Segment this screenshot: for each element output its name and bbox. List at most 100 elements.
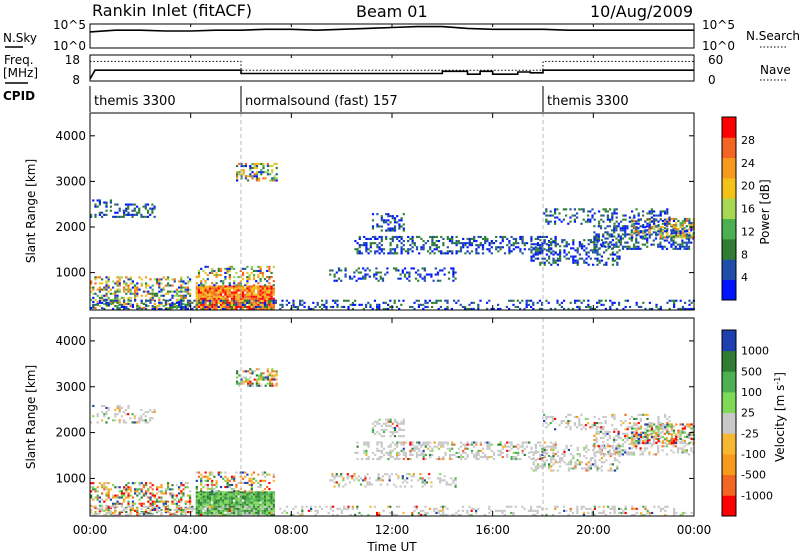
range-cell bbox=[513, 248, 515, 250]
range-cell bbox=[500, 242, 502, 244]
range-cell bbox=[205, 495, 207, 497]
range-cell bbox=[682, 230, 684, 232]
range-cell bbox=[550, 238, 552, 240]
range-cell bbox=[475, 458, 477, 460]
range-cell bbox=[319, 306, 321, 308]
range-cell bbox=[220, 304, 222, 306]
range-cell bbox=[200, 510, 202, 512]
range-cell bbox=[556, 300, 558, 302]
range-cell bbox=[319, 506, 321, 508]
range-cell bbox=[423, 442, 425, 444]
range-cell bbox=[640, 219, 642, 221]
range-cell bbox=[612, 239, 614, 241]
range-cell bbox=[385, 213, 387, 215]
range-cell bbox=[534, 510, 536, 512]
range-cell bbox=[438, 448, 440, 450]
range-cell bbox=[403, 213, 405, 215]
range-cell bbox=[620, 512, 622, 514]
range-cell bbox=[262, 474, 264, 476]
range-cell bbox=[451, 240, 453, 242]
range-cell bbox=[612, 264, 614, 266]
range-cell bbox=[604, 227, 606, 229]
range-cell bbox=[380, 272, 382, 274]
range-cell bbox=[245, 165, 247, 167]
range-cell bbox=[202, 506, 204, 508]
range-cell bbox=[345, 274, 347, 276]
range-cell bbox=[441, 479, 443, 481]
range-cell bbox=[403, 230, 405, 232]
range-cell bbox=[500, 454, 502, 456]
range-cell bbox=[491, 252, 493, 254]
range-cell bbox=[546, 446, 548, 448]
range-cell bbox=[295, 306, 297, 308]
range-cell bbox=[260, 493, 262, 495]
range-cell bbox=[218, 287, 220, 289]
range-cell bbox=[92, 304, 94, 306]
range-cell bbox=[269, 381, 271, 383]
range-cell bbox=[533, 457, 535, 459]
range-cell bbox=[138, 417, 140, 419]
range-cell bbox=[207, 306, 209, 308]
range-cell bbox=[205, 491, 207, 493]
range-cell bbox=[266, 302, 268, 304]
range-cell bbox=[116, 212, 118, 214]
range-cell bbox=[103, 501, 105, 503]
range-cell bbox=[484, 242, 486, 244]
range-cell bbox=[439, 473, 441, 475]
range-cell bbox=[574, 249, 576, 251]
range-cell bbox=[590, 465, 592, 467]
range-cell bbox=[605, 208, 607, 210]
range-cell bbox=[574, 302, 576, 304]
range-cell bbox=[396, 431, 398, 433]
range-cell bbox=[396, 425, 398, 427]
range-cell bbox=[253, 497, 255, 499]
range-cell bbox=[379, 246, 381, 248]
range-cell bbox=[451, 242, 453, 244]
range-cell bbox=[218, 290, 220, 292]
range-cell bbox=[589, 210, 591, 212]
range-cell bbox=[338, 267, 340, 269]
range-cell bbox=[583, 512, 585, 514]
range-cell bbox=[271, 177, 273, 179]
range-cell bbox=[105, 407, 107, 409]
range-cell bbox=[452, 269, 454, 271]
range-cell bbox=[425, 242, 427, 244]
range-cell bbox=[222, 280, 224, 282]
range-cell bbox=[409, 442, 411, 444]
range-cell bbox=[376, 423, 378, 425]
range-cell bbox=[222, 282, 224, 284]
range-cell bbox=[625, 508, 627, 510]
range-cell bbox=[349, 475, 351, 477]
range-cell bbox=[358, 479, 360, 481]
range-cell bbox=[97, 495, 99, 497]
range-cell bbox=[390, 250, 392, 252]
range-cell bbox=[138, 499, 140, 501]
range-cell bbox=[301, 506, 303, 508]
range-cell bbox=[246, 510, 248, 512]
range-cell bbox=[249, 368, 251, 370]
range-cell bbox=[209, 290, 211, 292]
range-cell bbox=[112, 506, 114, 508]
range-cell bbox=[535, 451, 537, 453]
range-cell bbox=[224, 296, 226, 298]
range-cell bbox=[631, 218, 633, 220]
range-cell bbox=[222, 495, 224, 497]
range-cell bbox=[387, 304, 389, 306]
range-cell bbox=[264, 504, 266, 506]
range-cell bbox=[662, 246, 664, 248]
range-cell bbox=[262, 287, 264, 289]
range-cell bbox=[99, 291, 101, 293]
range-cell bbox=[384, 473, 386, 475]
range-cell bbox=[635, 240, 637, 242]
range-cell bbox=[244, 304, 246, 306]
range-cell bbox=[389, 306, 391, 308]
range-cell bbox=[182, 291, 184, 293]
range-cell bbox=[129, 204, 131, 206]
range-cell bbox=[547, 221, 549, 223]
range-cell bbox=[169, 299, 171, 301]
range-cell bbox=[271, 285, 273, 287]
range-cell bbox=[251, 292, 253, 294]
range-cell bbox=[546, 243, 548, 245]
range-cell bbox=[202, 497, 204, 499]
range-cell bbox=[244, 298, 246, 300]
